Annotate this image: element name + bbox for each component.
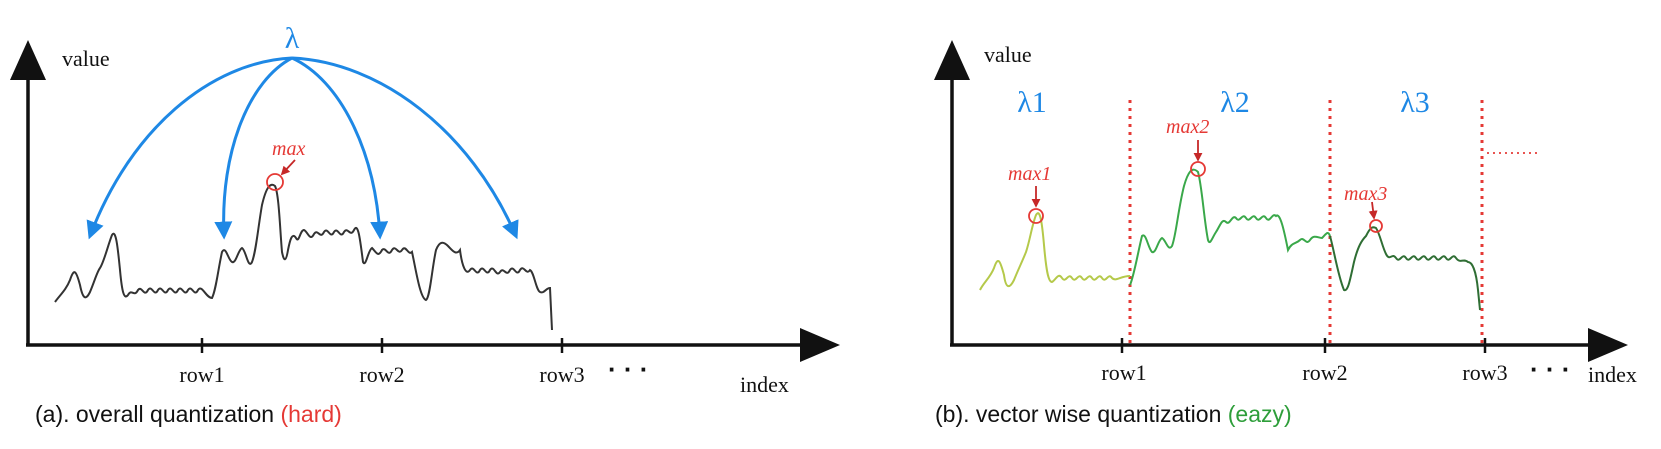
waveform-signal — [54, 183, 553, 331]
lambda-label: λ — [285, 22, 300, 55]
max2-label: max2 — [1166, 116, 1209, 138]
lambda-label-1: λ1 — [1017, 86, 1047, 119]
lambda-arc-3 — [291, 56, 389, 240]
y-axis-label: value — [62, 46, 110, 71]
x-axis-arrowhead — [1588, 328, 1628, 362]
max3-pointer-arrow — [1368, 201, 1378, 220]
caption-a-main: (a). overall quantization — [35, 401, 280, 427]
max1-label: max1 — [1008, 163, 1051, 185]
x-axis-label: index — [1588, 362, 1637, 387]
ellipsis: · · · — [608, 354, 648, 384]
max3-label: max3 — [1344, 183, 1387, 205]
y-axis-arrowhead — [934, 40, 970, 80]
tick-label-row3: row3 — [1462, 360, 1507, 385]
max3-marker-circle — [1369, 219, 1383, 233]
panel-vector-wise-quantization: value index row1 row2 row3 · · · ·······… — [934, 40, 1637, 427]
waveform-segment-3 — [1329, 226, 1481, 311]
max1-marker-circle — [1028, 208, 1044, 224]
lambda-arc-2 — [214, 56, 293, 240]
panel-overall-quantization: value index row1 row2 row3 · · · max λ (… — [10, 22, 840, 427]
caption-a: (a). overall quantization (hard) — [35, 401, 342, 427]
max-pointer-arrow — [280, 159, 296, 176]
waveform-segment-1 — [979, 212, 1131, 291]
tick-label-row1: row1 — [179, 362, 224, 387]
tick-label-row2: row2 — [359, 362, 404, 387]
caption-b-main: (b). vector wise quantization — [935, 401, 1228, 427]
tick-label-row1: row1 — [1101, 360, 1146, 385]
lambda-arc-1 — [86, 56, 293, 240]
max2-marker-circle — [1190, 161, 1206, 177]
y-axis-arrowhead — [10, 40, 46, 80]
waveform-segment-2 — [1129, 168, 1331, 286]
caption-b: (b). vector wise quantization (eazy) — [935, 401, 1292, 427]
tick-label-row3: row3 — [539, 362, 584, 387]
x-axis-label: index — [740, 372, 789, 397]
x-axis-arrowhead — [800, 328, 840, 362]
ellipsis: · · · — [1530, 354, 1570, 384]
caption-b-tag: (eazy) — [1228, 401, 1292, 427]
lambda-label-3: λ3 — [1400, 86, 1430, 119]
lambda-label-2: λ2 — [1220, 86, 1250, 119]
lambda-arc-4 — [291, 56, 519, 240]
caption-a-tag: (hard) — [280, 401, 341, 427]
dotted-continuation: ········· — [1485, 142, 1539, 162]
max-label: max — [272, 138, 305, 160]
y-axis-label: value — [984, 42, 1032, 67]
tick-label-row2: row2 — [1302, 360, 1347, 385]
max-marker-circle — [266, 173, 284, 191]
